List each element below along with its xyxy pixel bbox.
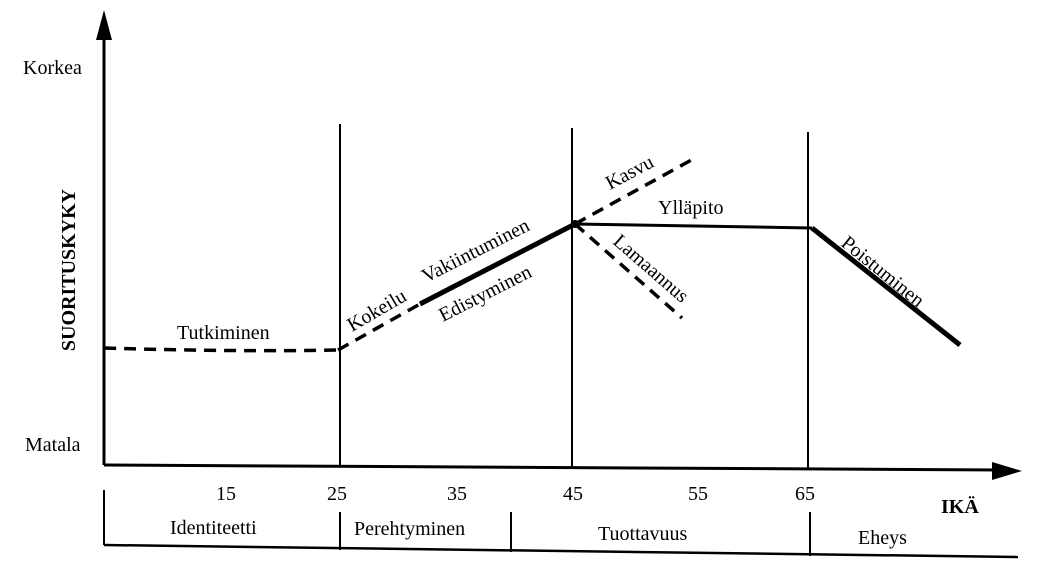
phase-perehtyminen: Perehtyminen [354, 518, 465, 540]
phase-eheys: Eheys [858, 527, 907, 549]
y-axis-arrow [96, 10, 112, 40]
y-label-low: Matala [25, 434, 81, 456]
phase-tuottavuus: Tuottavuus [598, 523, 688, 545]
kokeilu-dashed-line [337, 302, 421, 352]
tutkiminen-dashed-line [103, 346, 339, 353]
phase-identiteetti: Identiteetti [170, 517, 257, 539]
vakiintuminen-solid-line [418, 221, 577, 307]
label-lamaannus: Lamaannus [609, 230, 693, 307]
poistuminen-solid-line [810, 226, 962, 347]
y-label-high: Korkea [23, 57, 82, 79]
x-axis-line [103, 463, 1001, 472]
lamaannus-dashed-line [573, 222, 684, 320]
y-axis-title: SUORITUSKYKY [58, 188, 80, 351]
yllapito-solid-line [574, 222, 813, 230]
label-tutkiminen: Tutkiminen [177, 322, 270, 344]
x-axis-arrow [992, 462, 1022, 480]
label-poistuminen: Poistuminen [837, 232, 929, 312]
x-tick-55: 55 [688, 483, 708, 505]
x-tick-25: 25 [327, 483, 347, 505]
label-kasvu: Kasvu [602, 151, 657, 194]
phase-band-bottom [103, 543, 1019, 559]
x-tick-45: 45 [563, 483, 583, 505]
peak-point [571, 220, 579, 228]
x-tick-15: 15 [216, 483, 236, 505]
x-tick-35: 35 [447, 483, 467, 505]
kasvu-dashed-line [574, 156, 696, 226]
x-axis-title: IKÄ [941, 495, 979, 518]
x-tick-65: 65 [795, 483, 815, 505]
label-yllapito: Ylläpito [658, 197, 724, 219]
